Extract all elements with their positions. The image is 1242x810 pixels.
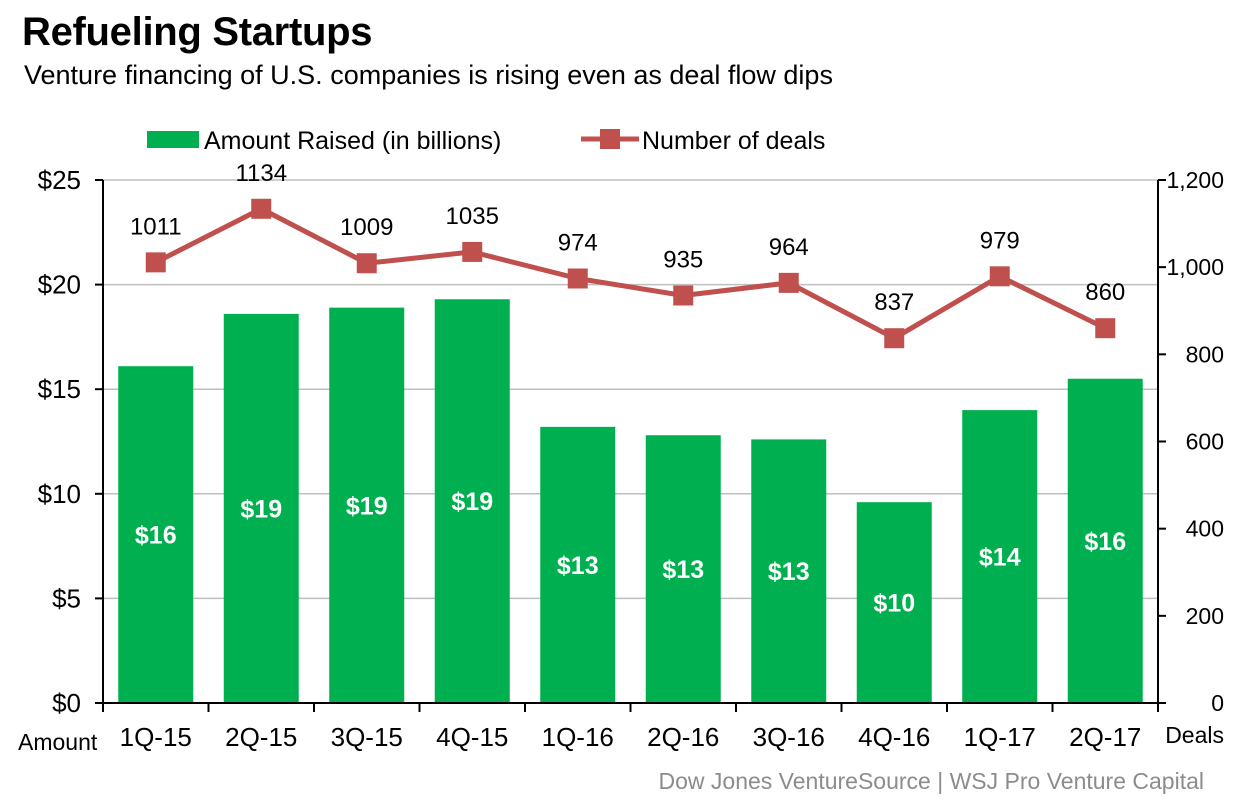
bar-2q-15 <box>223 313 299 703</box>
deals-marker <box>567 268 588 289</box>
deals-value-label: 837 <box>874 289 914 316</box>
left-tick-label: $5 <box>52 583 81 613</box>
bar-value-label: $19 <box>451 488 493 516</box>
bar-value-label: $10 <box>873 590 915 618</box>
bar-value-label: $16 <box>1084 528 1126 556</box>
legend-bar-label: Amount Raised (in billions) <box>204 127 501 155</box>
bar-value-label: $13 <box>662 556 704 584</box>
right-tick-label: 400 <box>1186 516 1224 542</box>
deals-line <box>154 206 1107 341</box>
bar-3q-16 <box>751 439 827 703</box>
deals-marker <box>989 266 1010 287</box>
deals-value-label: 1009 <box>340 214 393 241</box>
x-tick-label: 2Q-15 <box>225 722 297 752</box>
bar-value-label: $13 <box>557 552 599 580</box>
right-tick-label: 200 <box>1186 603 1224 629</box>
legend-bar-swatch <box>147 131 199 148</box>
right-axis-title: Deals <box>1165 722 1224 748</box>
bar-1q-17 <box>962 410 1038 703</box>
deals-value-label: 964 <box>769 234 809 261</box>
bar-1q-16 <box>540 426 616 703</box>
deals-marker <box>673 285 694 306</box>
deals-marker <box>251 198 272 219</box>
bar-value-label: $16 <box>135 522 177 550</box>
source-note: Dow Jones VentureSource | WSJ Pro Ventur… <box>658 768 1204 794</box>
right-tick-label: 1,200 <box>1166 167 1224 193</box>
deals-value-label: 974 <box>558 229 598 256</box>
deals-marker <box>778 272 799 293</box>
bar-1q-15 <box>118 366 194 703</box>
right-tick-label: 0 <box>1211 690 1224 716</box>
deals-marker <box>462 241 483 262</box>
legend-line-marker <box>600 129 620 149</box>
x-tick-label: 1Q-17 <box>964 722 1036 752</box>
x-tick-label: 4Q-16 <box>858 722 930 752</box>
deals-marker <box>145 252 166 273</box>
bar-2q-16 <box>645 435 721 703</box>
left-tick-label: $0 <box>52 688 81 718</box>
x-tick-label: 4Q-15 <box>436 722 508 752</box>
deals-value-label: 1035 <box>446 203 499 230</box>
deals-value-label: 1134 <box>235 160 287 187</box>
chart-title: Refueling Startups <box>22 10 373 54</box>
bar-value-label: $19 <box>240 495 282 523</box>
right-tick-label: 600 <box>1186 429 1224 455</box>
deals-marker <box>356 253 377 274</box>
x-tick-label: 3Q-16 <box>753 722 825 752</box>
right-tick-label: 800 <box>1186 341 1224 367</box>
deals-value-label: 1011 <box>130 213 182 240</box>
left-axis-title: Amount <box>18 729 98 755</box>
x-tick-label: 1Q-15 <box>120 722 192 752</box>
deals-marker <box>1095 318 1116 339</box>
bar-4q-16 <box>856 502 932 703</box>
left-tick-label: $10 <box>38 479 81 509</box>
bar-4q-15 <box>434 299 510 703</box>
left-tick-label: $25 <box>38 165 81 195</box>
bar-2q-17 <box>1067 378 1143 703</box>
bar-value-label: $14 <box>979 544 1021 572</box>
bar-value-label: $13 <box>768 558 810 586</box>
legend-line-label: Number of deals <box>642 127 825 155</box>
bar-3q-15 <box>329 307 405 703</box>
deals-value-label: 935 <box>663 246 703 273</box>
chart-subtitle: Venture financing of U.S. companies is r… <box>24 60 833 90</box>
x-tick-label: 2Q-17 <box>1069 722 1141 752</box>
left-tick-label: $20 <box>38 270 81 300</box>
x-tick-label: 1Q-16 <box>542 722 614 752</box>
deals-value-label: 979 <box>980 227 1020 254</box>
bar-value-label: $19 <box>346 492 388 520</box>
x-tick-label: 3Q-15 <box>331 722 403 752</box>
right-tick-label: 1,000 <box>1166 254 1224 280</box>
deals-value-label: 860 <box>1085 279 1125 306</box>
left-tick-label: $15 <box>38 374 81 404</box>
x-tick-label: 2Q-16 <box>647 722 719 752</box>
deals-marker <box>884 328 905 349</box>
